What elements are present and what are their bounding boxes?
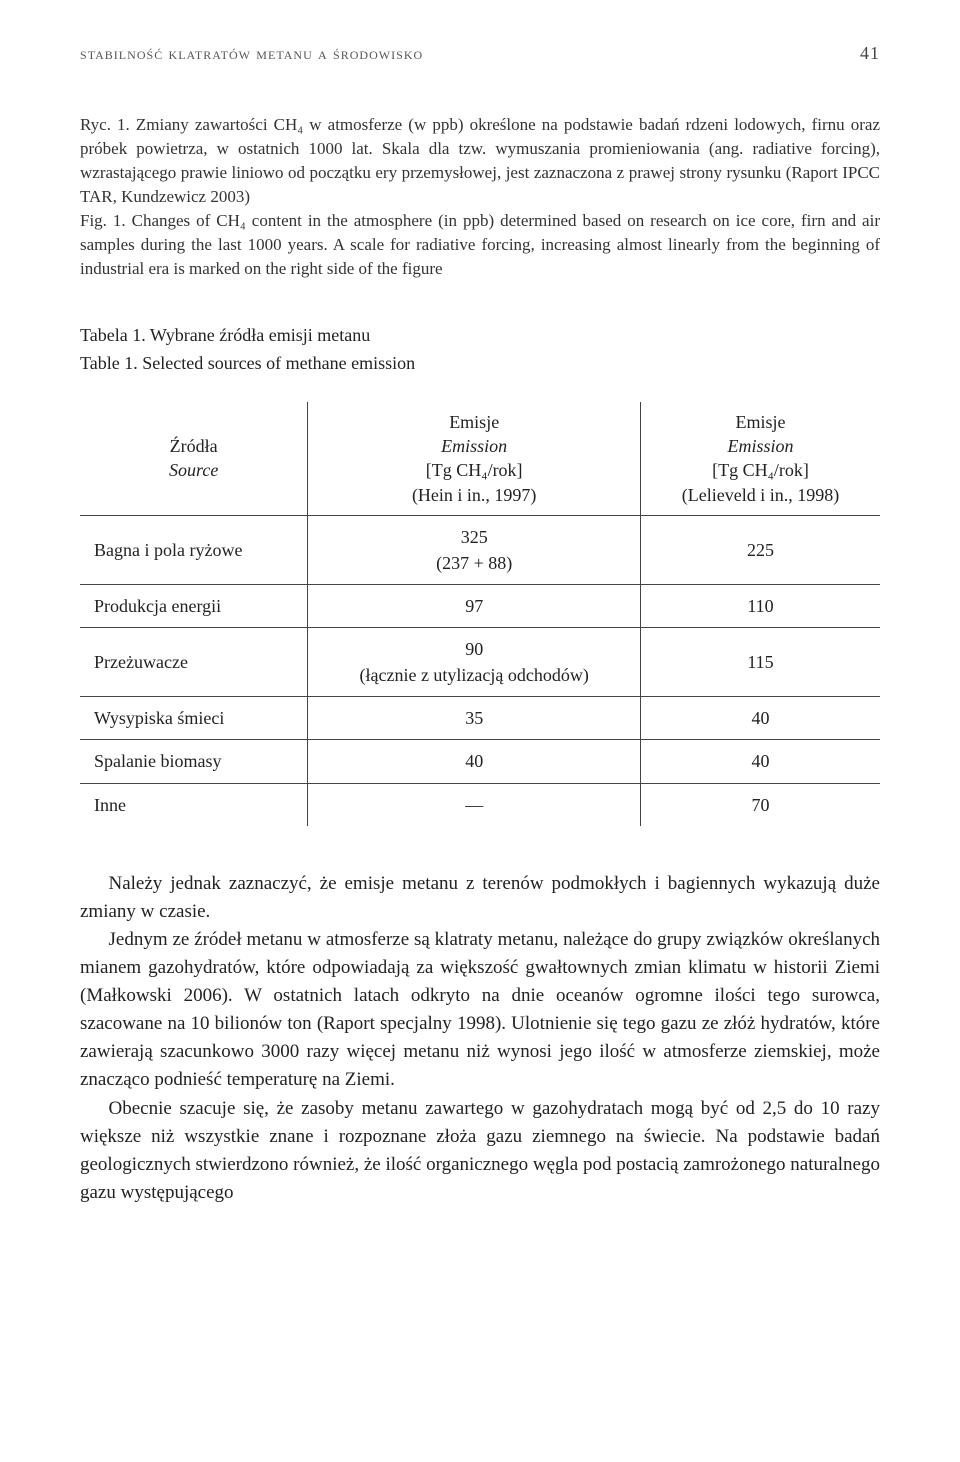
emission-table: Źródła Source Emisje Emission [Tg CH₄/ro… [80, 402, 880, 826]
table-row: Inne—70 [80, 783, 880, 826]
table-row: Produkcja energii97110 [80, 585, 880, 628]
col1-l3: [Tg CH₄/rok] [426, 460, 523, 480]
table-row: Spalanie biomasy4040 [80, 740, 880, 783]
cell-source: Wysypiska śmieci [80, 697, 308, 740]
col1-l4: (Hein i in., 1997) [412, 485, 536, 505]
cell-emission-1: 90(łącznie z utylizacją odchodów) [308, 628, 641, 697]
cell-emission-1: 325(237 + 88) [308, 515, 641, 584]
table-body: Bagna i pola ryżowe325(237 + 88)225Produ… [80, 515, 880, 825]
caption-pl: Ryc. 1. Zmiany zawartości CH₄ w atmosfer… [80, 115, 880, 206]
cell-source: Bagna i pola ryżowe [80, 515, 308, 584]
body-paragraph: Obecnie szacuje się, że zasoby metanu za… [80, 1095, 880, 1207]
cell-source: Produkcja energii [80, 585, 308, 628]
col2-l4: (Lelieveld i in., 1998) [682, 485, 839, 505]
cell-source: Inne [80, 783, 308, 826]
col2-l1: Emisje [736, 412, 786, 432]
col2-l2: Emission [728, 436, 794, 456]
col1-l1: Emisje [449, 412, 499, 432]
page-number: 41 [860, 40, 880, 66]
cell-emission-1: — [308, 783, 641, 826]
cell-emission-1: 35 [308, 697, 641, 740]
cell-emission-2: 40 [641, 740, 880, 783]
cell-emission-2: 40 [641, 697, 880, 740]
col-header-source-pl: Źródła [170, 436, 218, 456]
figure-caption: Ryc. 1. Zmiany zawartości CH₄ w atmosfer… [80, 113, 880, 282]
table-row: Bagna i pola ryżowe325(237 + 88)225 [80, 515, 880, 584]
cell-source: Przeżuwacze [80, 628, 308, 697]
col-header-source-en: Source [169, 460, 218, 480]
cell-emission-2: 110 [641, 585, 880, 628]
cell-emission-2: 115 [641, 628, 880, 697]
col1-l2: Emission [441, 436, 507, 456]
col-header-emission-1: Emisje Emission [Tg CH₄/rok] (Hein i in.… [308, 402, 641, 516]
table-row: Przeżuwacze90(łącznie z utylizacją odcho… [80, 628, 880, 697]
table-row: Wysypiska śmieci3540 [80, 697, 880, 740]
caption-en: Fig. 1. Changes of CH₄ content in the at… [80, 211, 880, 278]
cell-emission-1: 40 [308, 740, 641, 783]
table-header-row: Źródła Source Emisje Emission [Tg CH₄/ro… [80, 402, 880, 516]
col-header-emission-2: Emisje Emission [Tg CH₄/rok] (Lelieveld … [641, 402, 880, 516]
body-paragraph: Należy jednak zaznaczyć, że emisje metan… [80, 870, 880, 926]
cell-emission-1: 97 [308, 585, 641, 628]
col-header-source: Źródła Source [80, 402, 308, 516]
cell-emission-2: 225 [641, 515, 880, 584]
running-title: stabilność klatratów metanu a środowisko [80, 42, 423, 67]
body-paragraph: Jednym ze źródeł metanu w atmosferze są … [80, 926, 880, 1095]
cell-emission-2: 70 [641, 783, 880, 826]
cell-source: Spalanie biomasy [80, 740, 308, 783]
col2-l3: [Tg CH₄/rok] [712, 460, 809, 480]
table-title-en: Table 1. Selected sources of methane emi… [80, 350, 880, 376]
table-title-pl: Tabela 1. Wybrane źródła emisji metanu [80, 322, 880, 348]
running-head: stabilność klatratów metanu a środowisko… [80, 40, 880, 67]
